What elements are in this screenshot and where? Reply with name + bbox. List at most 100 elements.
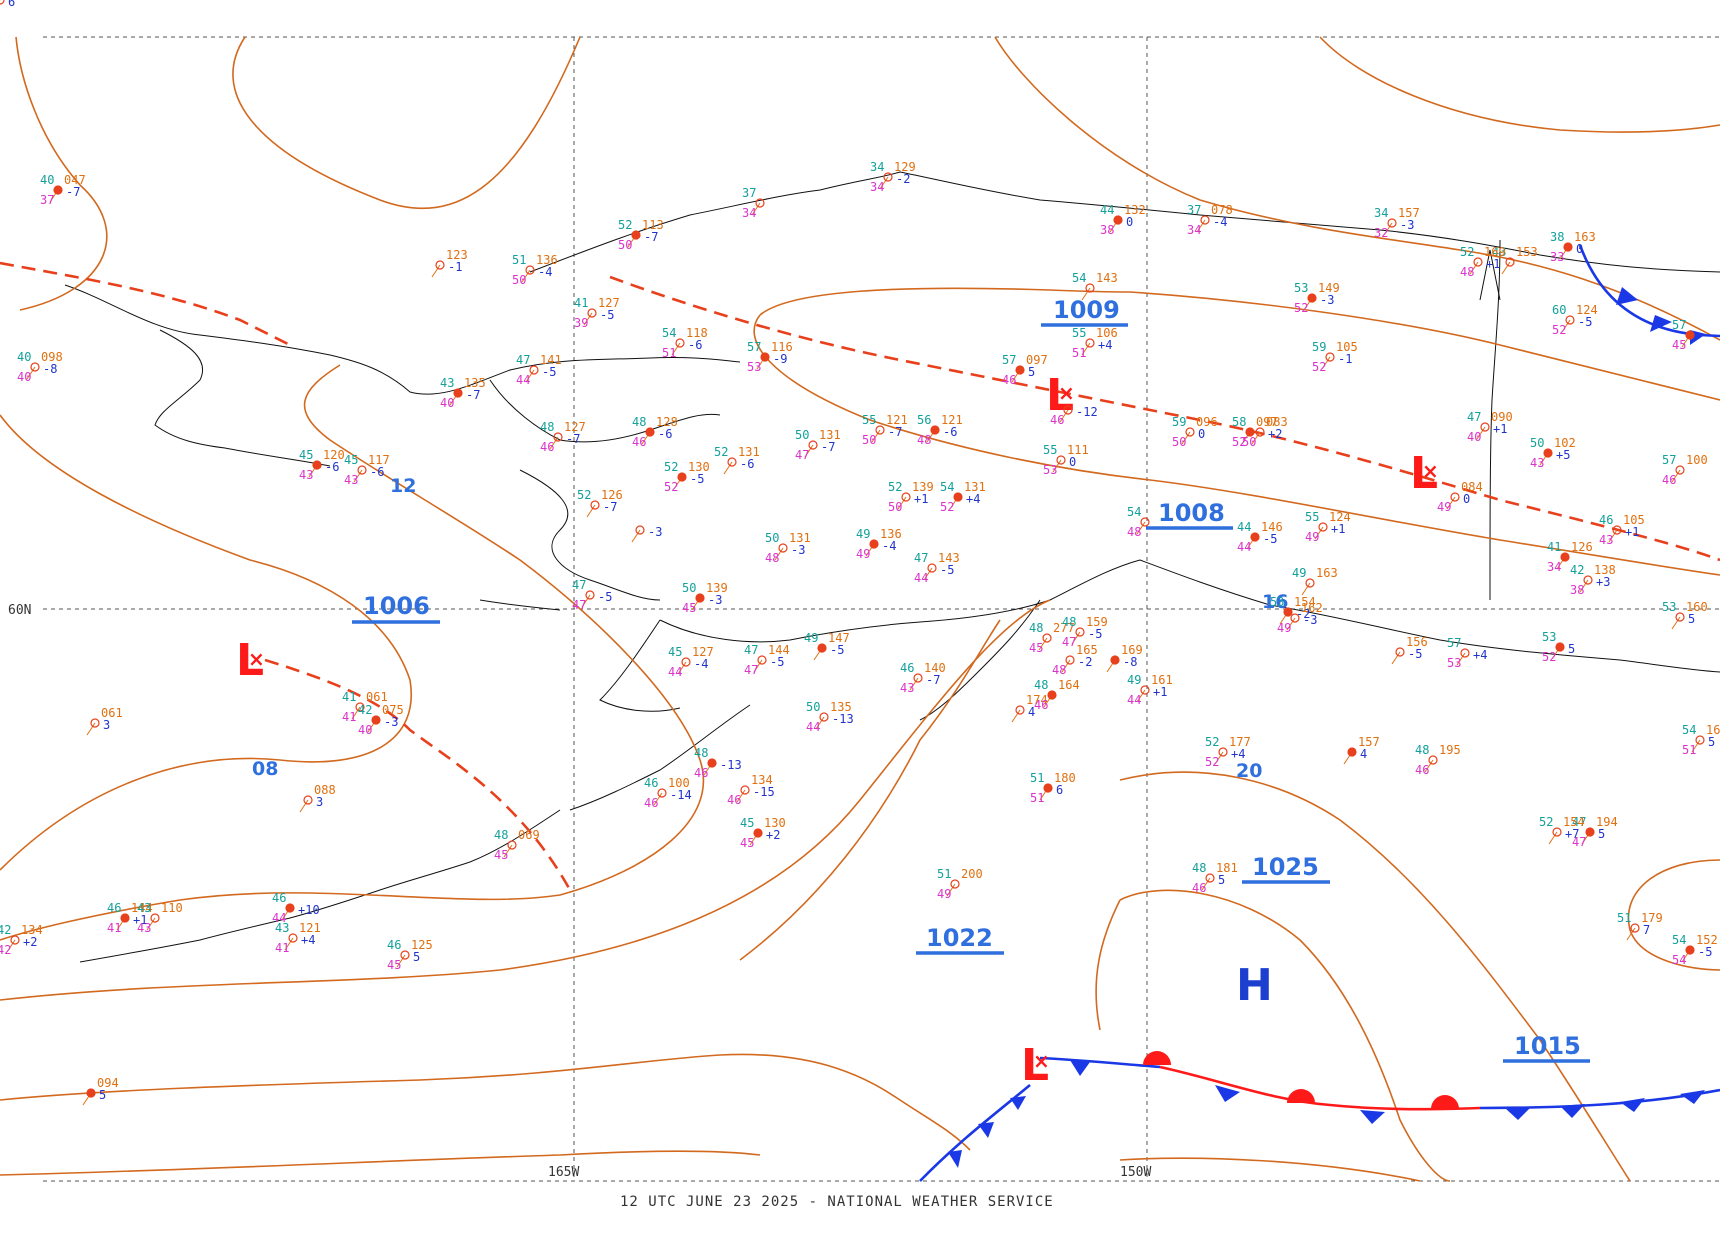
station-circle-icon: [10, 935, 20, 945]
station-circle-icon: [507, 840, 517, 850]
station-plot: 59 096 50 0: [1172, 415, 1218, 449]
station-dewpoint: 46: [694, 766, 708, 780]
station-circle-icon: [707, 758, 717, 768]
station-tendency: -3: [1400, 218, 1414, 232]
station-tendency: -6: [325, 460, 339, 474]
wind-barb-icon: [677, 661, 687, 675]
station-tendency: -2: [1078, 655, 1092, 669]
station-pressure: 097: [1026, 353, 1048, 367]
station-tendency: -7: [644, 230, 658, 244]
station-dewpoint: 51: [1072, 346, 1086, 360]
station-circle-icon: [817, 643, 827, 653]
station-dewpoint: 45: [494, 848, 508, 862]
station-pressure: 163: [1574, 230, 1596, 244]
station-circle-icon: [1675, 465, 1685, 475]
svg-text:L: L: [1410, 448, 1438, 499]
station-dewpoint: 52: [1542, 650, 1556, 664]
station-plot: 52 130 52 -5: [664, 460, 710, 494]
station-dewpoint: 44: [516, 373, 530, 387]
station-tendency: +1: [133, 913, 147, 927]
station-tendency: 0: [1576, 242, 1583, 256]
station-pressure: 141: [540, 353, 562, 367]
station-temp: 54: [1672, 933, 1686, 947]
station-circle-icon: [930, 425, 940, 435]
station-temp: 37: [742, 186, 756, 200]
station-circle-icon: [1085, 283, 1095, 293]
station-tendency: 3: [316, 795, 323, 809]
wind-barb-icon: [353, 469, 363, 483]
isobar-label-1008: 1008: [1158, 499, 1225, 527]
station-temp: 49: [856, 527, 870, 541]
station-circle-icon: [681, 657, 691, 667]
station-plot: 41 127 39 -5: [574, 296, 620, 330]
station-plot: 42 138 38 +3: [1570, 563, 1616, 597]
wind-barb-icon: [1446, 496, 1456, 510]
station-pressure: 144: [768, 643, 790, 657]
station-pressure: 075: [382, 703, 404, 717]
station-tendency: 5: [1218, 873, 1225, 887]
station-tendency: -5: [598, 590, 612, 604]
station-tendency: 5: [99, 1088, 106, 1102]
station-dewpoint: 51: [1030, 791, 1044, 805]
station-plot: 48 164 46: [1034, 678, 1080, 712]
station-plot: 48 128 46 -6: [632, 415, 678, 449]
station-circle-icon: [1283, 607, 1293, 617]
station-temp: 53: [1294, 281, 1308, 295]
station-plot: 55 124 49 +1: [1305, 510, 1351, 544]
station-circle-icon: [1428, 755, 1438, 765]
station-pressure: 157: [1358, 735, 1380, 749]
station-plot: 48 069 45: [494, 828, 540, 862]
station-pressure: 124: [1329, 510, 1351, 524]
station-pressure: 169: [1484, 245, 1506, 259]
station-temp: 47: [1467, 410, 1481, 424]
station-dewpoint: 44: [272, 911, 286, 925]
station-circle-icon: [1685, 330, 1695, 340]
station-tendency: +1: [1486, 257, 1500, 271]
station-pressure: 161: [1151, 673, 1173, 687]
station-circle-icon: [1630, 923, 1640, 933]
station-tendency: +7: [1565, 827, 1579, 841]
station-plot: 43 121 41 +4: [275, 921, 321, 955]
wind-barb-icon: [923, 567, 933, 581]
station-plot: 57 53 +4: [1447, 636, 1487, 670]
station-dewpoint: 49: [937, 887, 951, 901]
station-pressure: 200: [961, 867, 983, 881]
station-pressure: 129: [894, 160, 916, 174]
svg-text:×: ×: [1422, 459, 1439, 483]
wind-barb-icon: [1081, 287, 1091, 301]
station-circle-icon: [869, 539, 879, 549]
station-dewpoint: 46: [1034, 698, 1048, 712]
station-circle-icon: [1585, 827, 1595, 837]
station-circle-icon: [635, 525, 645, 535]
station-circle-icon: [529, 365, 539, 375]
wind-barb-icon: [1626, 927, 1636, 941]
station-temp: 49: [1292, 566, 1306, 580]
station-circle-icon: [1063, 405, 1073, 415]
station-temp: 50: [765, 531, 779, 545]
station-dewpoint: 53: [1043, 463, 1057, 477]
station-dewpoint: 45: [740, 836, 754, 850]
station-temp: 50: [795, 428, 809, 442]
wind-barb-icon: [653, 792, 663, 806]
station-circle-icon: [53, 185, 63, 195]
station-plot: 46 144 41 +1: [107, 901, 153, 935]
station-dewpoint: 49: [1305, 530, 1319, 544]
station-temp: 46: [900, 661, 914, 675]
wind-barb-icon: [1424, 759, 1434, 773]
station-circle-icon: [875, 425, 885, 435]
station-dewpoint: 46: [727, 793, 741, 807]
station-dewpoint: 37: [40, 193, 54, 207]
station-plot: 54 160 51 5: [1682, 723, 1720, 757]
station-temp: 43: [275, 921, 289, 935]
station-dewpoint: 45: [1029, 641, 1043, 655]
station-tendency: -4: [694, 657, 708, 671]
station-circle-icon: [587, 308, 597, 318]
station-temp: 37: [1187, 203, 1201, 217]
station-plot: 45 120 43 -6: [299, 448, 345, 482]
station-pressure: 121: [299, 921, 321, 935]
station-tendency: 7: [1643, 923, 1650, 937]
station-circle-icon: [695, 593, 705, 603]
station-circle-icon: [819, 712, 829, 722]
svg-text:L: L: [1021, 1040, 1049, 1091]
